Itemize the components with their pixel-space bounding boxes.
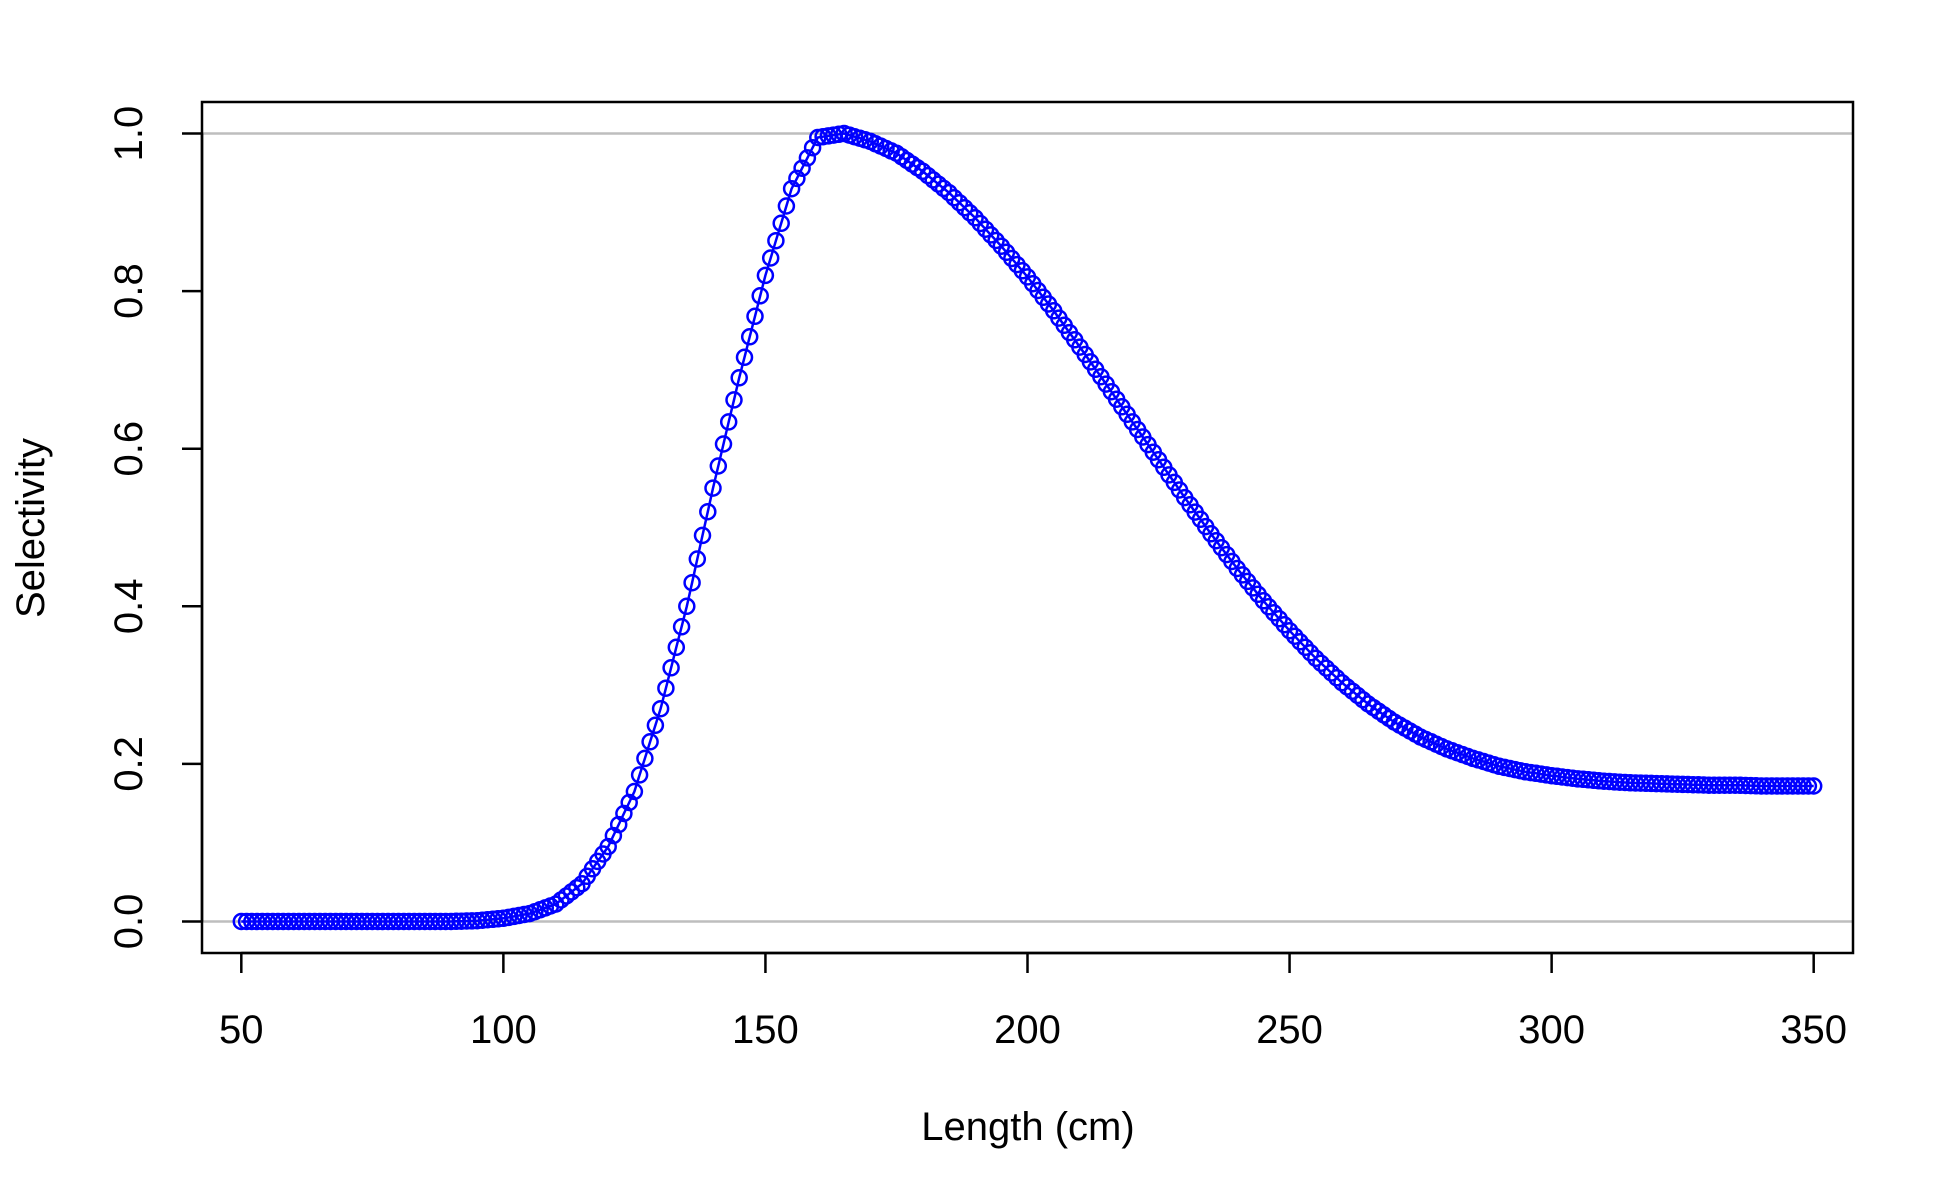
data-point (1280, 621, 1299, 640)
y-tick-label: 0.6 (107, 421, 151, 477)
data-point (1338, 678, 1356, 696)
data-point (777, 197, 796, 215)
data-point (1286, 627, 1304, 645)
data-point (945, 188, 963, 207)
data-point (1317, 659, 1336, 677)
data-point (761, 249, 780, 267)
data-point (929, 175, 948, 193)
data-point (1296, 638, 1315, 657)
data-point (740, 328, 759, 346)
series-layer (232, 124, 1823, 931)
data-point (693, 526, 712, 545)
y-tick-label: 0.0 (107, 894, 151, 950)
data-point (913, 162, 932, 181)
data-point (1301, 644, 1320, 662)
data-point (1307, 649, 1325, 668)
data-point (709, 457, 728, 475)
data-point (636, 749, 654, 768)
data-point (714, 435, 733, 453)
y-axis-title: Selectivity (9, 438, 53, 618)
data-point (1794, 777, 1812, 795)
data-point (730, 369, 748, 387)
data-point (667, 638, 686, 657)
data-point (924, 171, 942, 189)
data-point (630, 766, 649, 784)
y-tick-label: 0.4 (107, 578, 151, 634)
data-point (657, 679, 675, 697)
data-point (1327, 669, 1346, 687)
x-tick-label: 50 (219, 1008, 264, 1052)
data-point (704, 479, 722, 497)
data-point (672, 618, 691, 636)
x-tick-label: 300 (1518, 1008, 1585, 1052)
data-point (1322, 664, 1341, 682)
series-line (241, 132, 1814, 923)
data-point (751, 287, 769, 305)
data-point (699, 502, 717, 521)
data-point (641, 733, 659, 751)
data-point (987, 231, 1005, 250)
data-point (793, 159, 811, 177)
data-point (1333, 673, 1351, 692)
data-point (976, 220, 995, 238)
data-point (678, 597, 696, 616)
data-point (919, 166, 937, 185)
data-point (772, 214, 790, 233)
plot-frame (200, 100, 1855, 955)
x-tick-label: 200 (994, 1008, 1061, 1052)
y-tick-label: 0.8 (107, 263, 151, 319)
x-tick-label: 350 (1780, 1008, 1847, 1052)
x-tick-label: 150 (732, 1008, 799, 1052)
data-point (803, 138, 822, 157)
data-point (1291, 633, 1309, 651)
data-point (767, 231, 785, 250)
data-point (625, 782, 644, 801)
data-point (971, 214, 990, 233)
data-point (725, 391, 743, 409)
reference-lines (202, 132, 1853, 923)
data-point (756, 266, 775, 285)
y-axis: 0.0 0.2 0.4 0.6 0.8 1.0 (107, 106, 204, 950)
data-point (1343, 682, 1362, 700)
data-point (982, 226, 1000, 244)
data-point (1348, 686, 1367, 705)
x-tick-label: 100 (470, 1008, 537, 1052)
data-point (683, 573, 701, 592)
data-point (1799, 777, 1818, 795)
data-point (950, 193, 969, 212)
x-tick-label: 250 (1256, 1008, 1323, 1052)
data-point (1804, 777, 1823, 795)
data-point (735, 348, 754, 367)
data-point (719, 413, 738, 431)
data-point (651, 699, 670, 718)
data-point (798, 149, 817, 167)
data-point (646, 716, 665, 735)
x-axis: 50 100 150 200 250 300 350 (219, 951, 1847, 1052)
data-point (662, 659, 680, 677)
data-point (746, 307, 764, 326)
y-tick-label: 1.0 (107, 106, 151, 162)
data-point (788, 169, 806, 188)
y-tick-label: 0.2 (107, 736, 151, 792)
data-point (966, 209, 984, 227)
data-point (961, 204, 979, 222)
x-axis-title: Length (cm) (921, 1105, 1134, 1149)
data-point (934, 179, 953, 198)
data-point (955, 198, 974, 217)
data-point (568, 879, 586, 897)
data-point (1312, 654, 1330, 672)
data-point (782, 179, 801, 198)
data-point (940, 183, 958, 202)
data-point (688, 550, 707, 568)
